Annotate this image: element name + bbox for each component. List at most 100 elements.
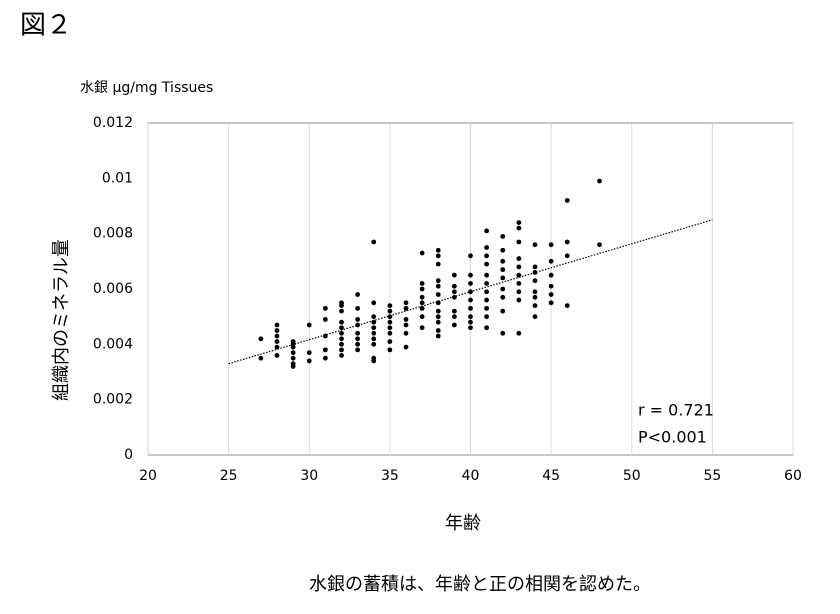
point	[597, 178, 602, 184]
point	[355, 336, 361, 342]
point	[371, 336, 377, 342]
point	[355, 305, 361, 311]
annotation: r = 0.721	[638, 401, 714, 420]
point	[468, 314, 473, 320]
point	[548, 272, 554, 278]
point	[500, 308, 506, 314]
point	[339, 319, 344, 325]
point	[500, 275, 506, 281]
point	[468, 325, 473, 331]
point	[548, 292, 554, 297]
point	[516, 220, 522, 226]
point	[468, 305, 473, 311]
point	[355, 347, 361, 353]
point	[339, 341, 344, 347]
point	[290, 355, 296, 361]
point	[355, 341, 361, 347]
point	[484, 253, 490, 259]
point	[532, 294, 538, 300]
point	[403, 300, 409, 306]
point	[387, 339, 393, 344]
point	[435, 333, 441, 339]
point	[548, 283, 554, 289]
point	[516, 281, 522, 286]
point	[371, 319, 377, 325]
point	[387, 319, 393, 325]
point	[322, 333, 328, 339]
point	[322, 347, 328, 353]
point	[468, 289, 473, 295]
unit-label: 水銀 μg/mg Tissues	[80, 80, 213, 96]
y-tick-label: 0.01	[102, 170, 133, 186]
point	[484, 272, 490, 278]
point	[258, 336, 264, 342]
point	[532, 303, 538, 308]
point	[322, 305, 328, 311]
point	[435, 278, 441, 284]
point	[355, 322, 361, 328]
point	[371, 358, 377, 364]
annotation: P<0.001	[638, 428, 707, 447]
point	[403, 317, 409, 322]
y-tick-label: 0.002	[93, 392, 133, 408]
point	[435, 283, 441, 289]
point	[274, 328, 280, 333]
point	[500, 294, 506, 300]
figure-label: 図２	[20, 11, 72, 41]
point	[516, 297, 522, 303]
point	[548, 258, 554, 264]
point	[403, 344, 409, 350]
point	[403, 305, 409, 311]
y-tick-label: 0	[124, 447, 133, 463]
point	[290, 341, 296, 347]
point	[548, 300, 554, 306]
point	[516, 225, 522, 231]
point	[484, 325, 490, 331]
point	[532, 242, 538, 248]
point	[516, 264, 522, 270]
point	[484, 297, 490, 303]
point	[419, 250, 425, 256]
point	[516, 256, 522, 261]
x-tick-label: 35	[381, 468, 399, 484]
point	[564, 253, 570, 259]
y-tick-label: 0.012	[93, 115, 133, 131]
point	[564, 303, 570, 308]
point	[290, 364, 296, 369]
point	[371, 325, 377, 331]
y-tick-label: 0.008	[93, 226, 133, 242]
y-tick-label: 0.006	[93, 281, 133, 297]
point	[274, 344, 280, 350]
point	[468, 272, 473, 278]
point	[274, 322, 280, 328]
point	[339, 325, 344, 331]
point	[468, 253, 473, 259]
x-tick-label: 55	[703, 468, 721, 484]
point	[339, 347, 344, 353]
point	[451, 283, 457, 289]
point	[371, 300, 377, 306]
point	[484, 261, 490, 267]
point	[387, 347, 393, 353]
point	[597, 242, 602, 248]
point	[564, 198, 570, 203]
point	[419, 286, 425, 292]
point	[500, 330, 506, 336]
y-axis-label: 組織内のミネラル量	[51, 239, 72, 401]
point	[500, 286, 506, 292]
point	[274, 339, 280, 344]
x-tick-label: 40	[462, 468, 480, 484]
point	[322, 355, 328, 361]
point	[468, 297, 473, 303]
point	[451, 294, 457, 300]
point	[451, 289, 457, 295]
point	[339, 353, 344, 358]
x-tick-label: 60	[784, 468, 802, 484]
point	[371, 239, 377, 245]
point	[532, 314, 538, 320]
point	[371, 314, 377, 320]
point	[451, 314, 457, 320]
point	[435, 328, 441, 333]
point	[419, 305, 425, 311]
